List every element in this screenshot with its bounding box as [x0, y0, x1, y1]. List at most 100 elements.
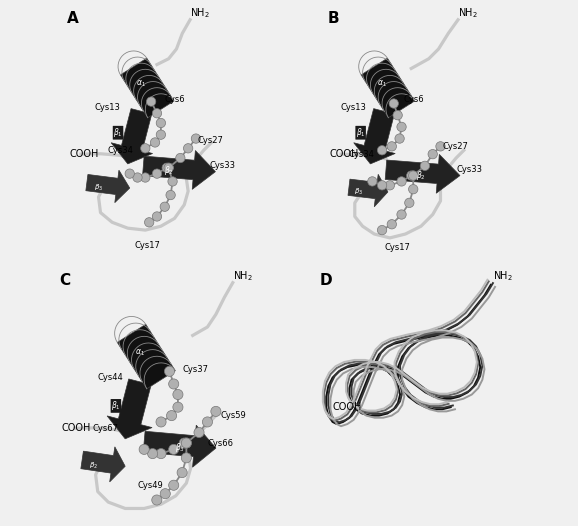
- Circle shape: [160, 489, 171, 499]
- Circle shape: [385, 180, 395, 190]
- Polygon shape: [117, 324, 175, 389]
- Circle shape: [146, 97, 156, 106]
- Circle shape: [140, 173, 150, 182]
- Circle shape: [169, 379, 179, 389]
- Text: $\beta_1$: $\beta_1$: [113, 126, 123, 139]
- Circle shape: [147, 449, 158, 459]
- Text: COOH: COOH: [332, 402, 362, 412]
- Circle shape: [140, 144, 150, 153]
- Text: Cys6: Cys6: [165, 95, 186, 104]
- Circle shape: [405, 198, 414, 208]
- Text: Cys34: Cys34: [108, 146, 134, 155]
- Polygon shape: [107, 379, 152, 439]
- Text: Cys34: Cys34: [349, 150, 375, 159]
- Circle shape: [164, 163, 173, 173]
- Circle shape: [428, 149, 438, 159]
- Circle shape: [168, 177, 177, 186]
- Circle shape: [420, 161, 429, 170]
- Circle shape: [409, 171, 418, 180]
- Text: Cys59: Cys59: [220, 411, 246, 420]
- Circle shape: [183, 144, 193, 153]
- Text: Cys67: Cys67: [93, 424, 119, 433]
- Circle shape: [393, 110, 402, 120]
- Circle shape: [166, 411, 177, 421]
- Polygon shape: [143, 425, 216, 467]
- Polygon shape: [120, 58, 174, 118]
- Circle shape: [173, 402, 183, 412]
- Polygon shape: [348, 174, 388, 207]
- Circle shape: [377, 226, 387, 235]
- Circle shape: [169, 480, 179, 490]
- Text: $\alpha_1$: $\alpha_1$: [135, 347, 145, 358]
- Circle shape: [164, 163, 173, 173]
- Text: Cys17: Cys17: [385, 243, 410, 252]
- Text: NH$_2$: NH$_2$: [458, 6, 478, 20]
- Text: Cys17: Cys17: [134, 241, 160, 250]
- Circle shape: [133, 173, 142, 182]
- Text: $\alpha_1$: $\alpha_1$: [377, 79, 387, 89]
- Circle shape: [397, 177, 406, 186]
- Circle shape: [409, 171, 418, 180]
- Circle shape: [409, 185, 418, 194]
- Circle shape: [181, 438, 191, 448]
- Circle shape: [156, 417, 166, 427]
- Text: Cys44: Cys44: [97, 373, 123, 382]
- Text: COOH: COOH: [69, 149, 99, 159]
- Text: Cys13: Cys13: [340, 103, 366, 112]
- Text: Cys37: Cys37: [182, 365, 208, 373]
- Circle shape: [406, 171, 416, 180]
- Circle shape: [160, 202, 169, 211]
- Text: $\alpha_1$: $\alpha_1$: [136, 79, 146, 89]
- Text: $\beta_2$: $\beta_2$: [89, 461, 98, 471]
- Circle shape: [162, 163, 172, 173]
- Polygon shape: [143, 150, 216, 189]
- Text: Cys6: Cys6: [403, 95, 424, 104]
- Circle shape: [177, 468, 187, 478]
- Text: $\beta_2$: $\beta_2$: [164, 165, 173, 177]
- Circle shape: [389, 99, 398, 108]
- Text: $\beta_3$: $\beta_3$: [94, 183, 103, 193]
- Polygon shape: [111, 108, 153, 164]
- Circle shape: [166, 190, 175, 200]
- Circle shape: [153, 169, 162, 178]
- Circle shape: [176, 154, 185, 163]
- Polygon shape: [385, 155, 460, 193]
- Circle shape: [169, 444, 179, 454]
- Polygon shape: [86, 170, 129, 203]
- Circle shape: [144, 218, 154, 227]
- Text: COOH: COOH: [62, 423, 91, 433]
- Circle shape: [156, 449, 166, 459]
- Text: C: C: [60, 272, 71, 288]
- Polygon shape: [361, 58, 414, 118]
- Circle shape: [387, 141, 397, 151]
- Circle shape: [387, 219, 397, 229]
- Text: A: A: [67, 11, 79, 26]
- Text: Cys33: Cys33: [210, 161, 236, 170]
- Text: Cys66: Cys66: [208, 439, 234, 448]
- Circle shape: [202, 417, 213, 427]
- Circle shape: [397, 210, 406, 219]
- Text: D: D: [320, 272, 332, 288]
- Circle shape: [211, 406, 221, 417]
- Text: COOH: COOH: [329, 149, 359, 159]
- Text: Cys27: Cys27: [442, 142, 468, 151]
- Text: $\beta_1$: $\beta_1$: [356, 126, 365, 139]
- Circle shape: [436, 141, 445, 151]
- Circle shape: [191, 134, 201, 143]
- Polygon shape: [81, 447, 125, 482]
- Circle shape: [156, 130, 165, 139]
- Text: $\beta_2$: $\beta_2$: [416, 169, 426, 182]
- Circle shape: [368, 177, 377, 186]
- Circle shape: [153, 212, 162, 221]
- Text: NH$_2$: NH$_2$: [190, 6, 210, 20]
- Circle shape: [153, 108, 162, 118]
- Circle shape: [377, 180, 387, 190]
- Circle shape: [152, 495, 162, 505]
- Circle shape: [139, 444, 149, 454]
- Circle shape: [179, 438, 190, 448]
- Circle shape: [173, 389, 183, 400]
- Circle shape: [181, 438, 191, 448]
- Circle shape: [377, 146, 387, 155]
- Polygon shape: [354, 108, 395, 164]
- Circle shape: [194, 428, 204, 438]
